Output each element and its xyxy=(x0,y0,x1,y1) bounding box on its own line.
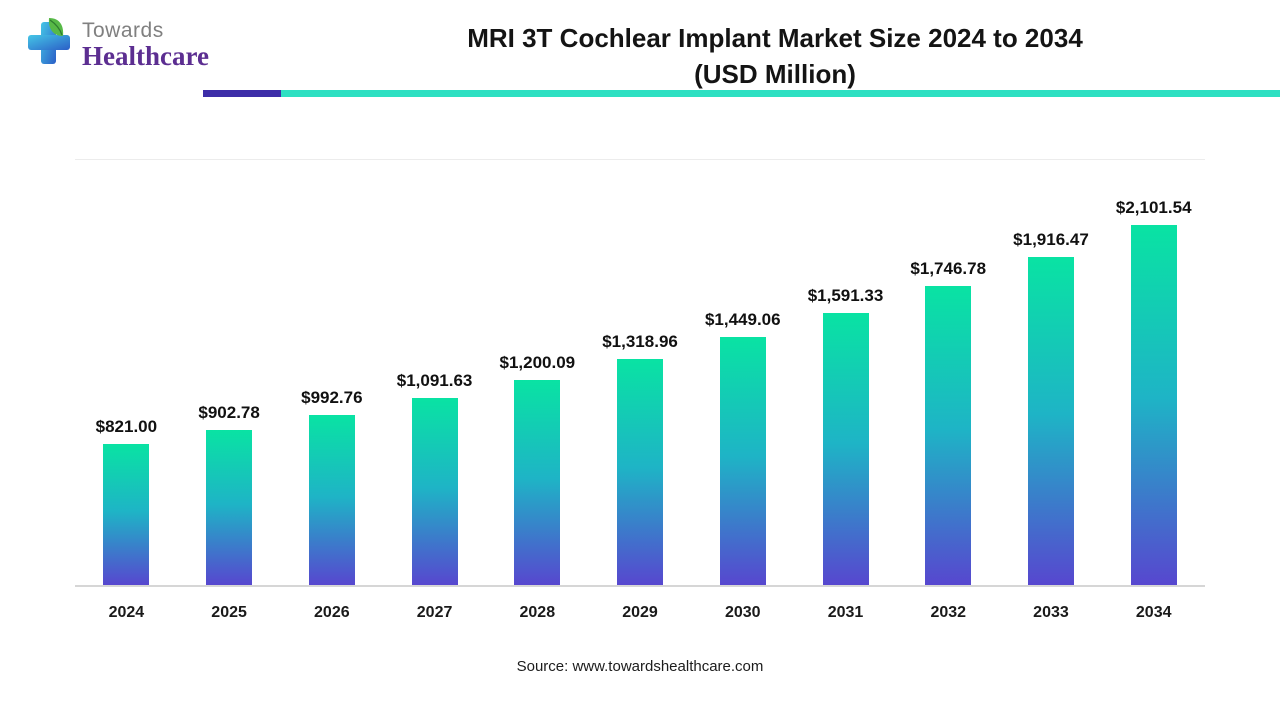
x-tick-2026: 2026 xyxy=(314,604,350,621)
bar-chart: $821.00 $902.78 $992.76 $1,091.63 $1,200.09 $… xyxy=(75,159,1205,587)
bar-2026 xyxy=(308,415,355,585)
bar-value-label: $1,916.47 xyxy=(1013,229,1089,249)
bar-column: $1,449.06 xyxy=(691,160,794,585)
bar-2033 xyxy=(1027,256,1074,585)
medical-cross-leaf-icon xyxy=(26,16,72,75)
bar-value-label: $1,591.33 xyxy=(807,285,884,305)
bar-2031 xyxy=(822,312,869,585)
bar-column: $1,200.09 xyxy=(486,160,589,585)
header: Towards Healthcare MRI 3T Cochlear Impla… xyxy=(0,0,1280,89)
bar-value-label: $902.78 xyxy=(198,403,260,423)
bar-2024 xyxy=(103,444,150,585)
bar-2025 xyxy=(206,430,253,585)
title-underline-purple-segment xyxy=(203,90,281,97)
bar-value-label: $2,101.54 xyxy=(1115,198,1192,218)
bar-column: $1,746.78 xyxy=(897,160,1000,585)
chart-page: Towards Healthcare MRI 3T Cochlear Impla… xyxy=(0,0,1280,675)
logo-text-healthcare: Healthcare xyxy=(82,41,209,72)
bar-column: $1,318.96 xyxy=(589,160,692,585)
bar-plot: $821.00 $902.78 $992.76 $1,091.63 $1,200.09 $… xyxy=(75,159,1205,587)
x-tick-2028: 2028 xyxy=(519,604,556,621)
x-tick-2025: 2025 xyxy=(211,604,247,621)
x-axis: 2024 2025 2026 2027 2028 2029 2030 2031 2032 2033… xyxy=(75,587,1205,622)
x-tick-2033: 2033 xyxy=(1033,604,1069,621)
bar-value-label: $1,318.96 xyxy=(602,332,678,352)
bar-2029 xyxy=(617,359,664,585)
bar-2034 xyxy=(1130,225,1177,585)
bar-value-label: $1,200.09 xyxy=(499,352,576,372)
bar-2030 xyxy=(719,336,766,585)
title-underline-teal-segment xyxy=(281,90,1280,97)
bar-value-label: $1,746.78 xyxy=(910,259,987,278)
bar-column: $902.78 xyxy=(178,160,281,585)
x-tick-2030: 2030 xyxy=(724,604,761,621)
chart-title-line2: (USD Million) xyxy=(694,59,856,90)
x-tick-2024: 2024 xyxy=(108,604,145,621)
bar-value-label: $821.00 xyxy=(95,417,158,437)
bar-column: $1,091.63 xyxy=(383,160,486,585)
bar-value-label: $992.76 xyxy=(301,388,363,407)
bar-2028 xyxy=(514,379,561,585)
bar-column: $2,101.54 xyxy=(1102,160,1205,585)
title-underline xyxy=(203,90,1280,97)
bar-column: $1,916.47 xyxy=(1000,160,1103,585)
x-tick-2027: 2027 xyxy=(416,604,453,621)
brand-logo-text: Towards Healthcare xyxy=(82,19,209,72)
x-tick-2034: 2034 xyxy=(1135,604,1172,621)
bar-value-label: $1,449.06 xyxy=(704,309,781,329)
logo-text-towards: Towards xyxy=(82,19,164,43)
chart-title-line1: MRI 3T Cochlear Implant Market Size 2024… xyxy=(467,23,1083,53)
bar-2032 xyxy=(925,286,972,585)
bar-2027 xyxy=(411,398,458,585)
bar-column: $1,591.33 xyxy=(794,160,897,585)
brand-logo: Towards Healthcare xyxy=(0,16,270,75)
chart-title: MRI 3T Cochlear Implant Market Size 2024… xyxy=(270,16,1280,93)
x-tick-2031: 2031 xyxy=(827,604,864,621)
x-tick-2029: 2029 xyxy=(622,604,658,621)
x-tick-2032: 2032 xyxy=(930,604,967,621)
bar-column: $992.76 xyxy=(280,160,383,585)
bar-value-label: $1,091.63 xyxy=(396,371,473,391)
bar-column: $821.00 xyxy=(75,160,178,585)
source-text: Source: www.towardshealthcare.com xyxy=(516,658,764,675)
